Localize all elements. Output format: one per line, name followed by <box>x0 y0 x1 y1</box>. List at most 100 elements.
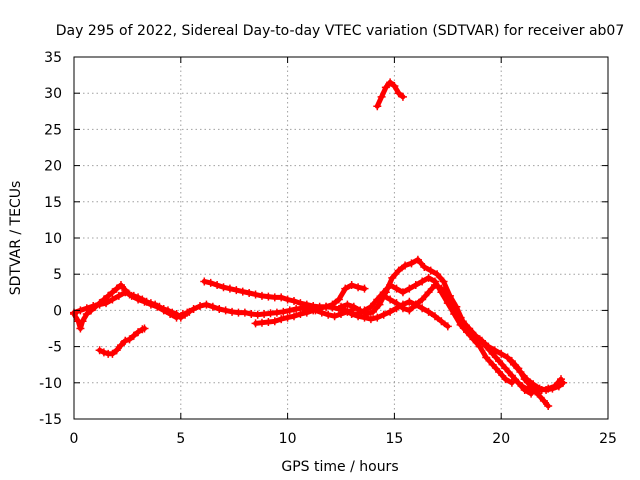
data-point <box>501 375 510 384</box>
data-point <box>277 293 286 302</box>
data-point <box>89 302 98 311</box>
data-point <box>283 295 292 304</box>
data-point <box>433 270 442 279</box>
data-point <box>159 306 168 315</box>
data-point <box>495 367 504 376</box>
data-point <box>360 306 369 315</box>
data-point <box>392 284 401 293</box>
data-point <box>437 284 446 293</box>
data-point <box>497 349 506 358</box>
data-point <box>401 261 410 270</box>
data-point <box>394 89 403 98</box>
data-point <box>219 283 228 292</box>
data-point <box>277 315 286 324</box>
data-point <box>443 291 452 300</box>
data-point <box>238 287 247 296</box>
data-point <box>112 284 121 293</box>
data-point <box>413 255 422 264</box>
data-point <box>208 302 217 311</box>
data-point <box>99 348 108 357</box>
data-point <box>270 317 279 326</box>
data-point <box>225 284 234 293</box>
series-arc8 <box>347 273 516 387</box>
data-point <box>394 266 403 275</box>
data-point <box>116 341 125 350</box>
y-tick-label: 30 <box>44 86 62 102</box>
data-point <box>437 317 446 326</box>
data-point <box>386 78 395 87</box>
series-arc3 <box>95 324 149 358</box>
data-point <box>360 284 369 293</box>
data-point <box>531 387 540 396</box>
data-point <box>104 291 113 300</box>
data-point <box>514 378 523 387</box>
data-point <box>544 401 553 410</box>
data-point <box>373 102 382 111</box>
series-arc2 <box>70 288 187 322</box>
data-point <box>537 386 546 395</box>
y-tick-label: 20 <box>44 159 62 175</box>
data-point <box>341 284 350 293</box>
data-point <box>82 304 91 313</box>
y-tick-label: 35 <box>44 50 62 66</box>
data-point <box>411 281 420 290</box>
series-arc10 <box>373 78 407 111</box>
data-point <box>114 291 123 300</box>
data-point <box>315 304 324 313</box>
series-arc12 <box>518 375 566 396</box>
data-point <box>379 310 388 319</box>
data-point <box>450 302 459 311</box>
data-point <box>213 281 222 290</box>
data-point <box>524 386 533 395</box>
data-point <box>469 331 478 340</box>
data-point <box>456 313 465 322</box>
data-point <box>388 273 397 282</box>
data-point <box>405 297 414 306</box>
data-point <box>377 92 386 101</box>
data-point <box>405 306 414 315</box>
data-point <box>544 384 553 393</box>
y-tick-label: -5 <box>48 340 62 356</box>
data-point <box>283 313 292 322</box>
x-tick-label: 0 <box>70 431 79 447</box>
x-tick-label: 10 <box>279 431 297 447</box>
data-point <box>373 295 382 304</box>
data-point <box>121 336 130 345</box>
data-point <box>386 281 395 290</box>
data-point <box>140 297 149 306</box>
data-point <box>302 308 311 317</box>
data-point <box>386 307 395 316</box>
data-point <box>166 310 175 319</box>
data-point <box>78 317 87 326</box>
data-point <box>202 300 211 309</box>
data-point <box>366 302 375 311</box>
data-point <box>343 300 352 309</box>
x-tick-label: 20 <box>492 431 510 447</box>
data-point <box>518 382 527 391</box>
data-point <box>539 396 548 405</box>
data-point <box>398 288 407 297</box>
data-point <box>430 281 439 290</box>
data-point <box>557 375 566 384</box>
data-point <box>424 273 433 282</box>
y-tick-label: -15 <box>39 412 62 428</box>
data-point <box>240 308 249 317</box>
data-points <box>70 78 568 410</box>
data-point <box>503 353 512 362</box>
data-point <box>134 295 143 304</box>
data-point <box>232 286 241 295</box>
data-point <box>373 313 382 322</box>
data-point <box>116 281 125 290</box>
series-band <box>349 275 515 386</box>
data-point <box>514 364 523 373</box>
data-point <box>354 283 363 292</box>
data-point <box>375 300 384 309</box>
data-point <box>386 295 395 304</box>
data-point <box>443 322 452 331</box>
data-point <box>349 302 358 311</box>
data-point <box>95 300 104 309</box>
data-point <box>520 375 529 384</box>
data-point <box>426 266 435 275</box>
series-band <box>338 257 566 393</box>
data-point <box>463 324 472 333</box>
